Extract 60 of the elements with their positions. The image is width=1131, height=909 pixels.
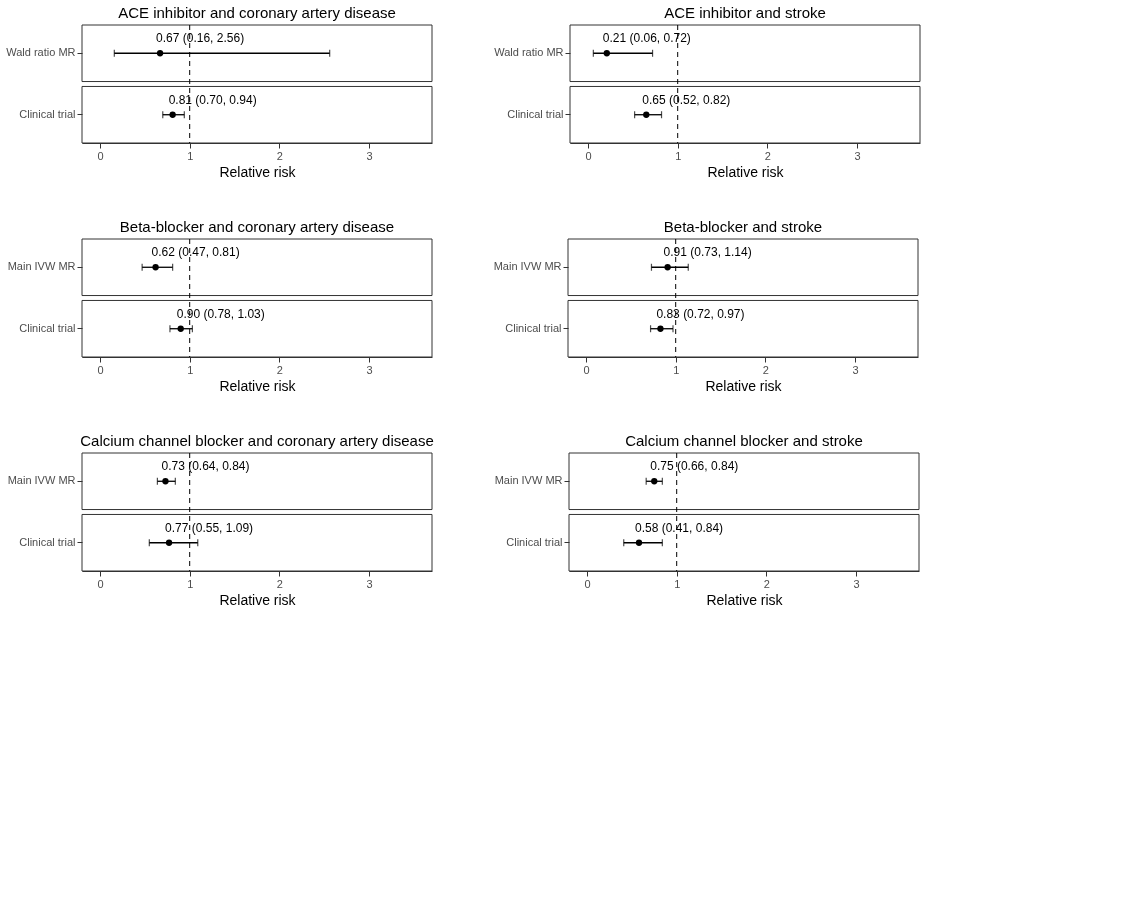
y-tick-label: Clinical trial	[19, 107, 76, 120]
y-tick-label: Wald ratio MR	[6, 46, 76, 59]
data-label: 0.67 (0.16, 2.56)	[156, 31, 245, 46]
data-label: 0.58 (0.41, 0.84)	[635, 520, 724, 535]
x-tick-label: 2	[276, 577, 283, 590]
x-tick-label: 0	[583, 363, 590, 376]
y-tick-label: Clinical trial	[19, 535, 76, 548]
x-tick-label: 0	[97, 577, 104, 590]
y-tick-label: Main IVW MR	[7, 474, 76, 487]
x-tick-label: 1	[675, 149, 682, 162]
x-tick-label: 1	[673, 363, 680, 376]
x-tick-label: 2	[762, 363, 769, 376]
data-label: 0.77 (0.55, 1.09)	[165, 520, 254, 535]
x-axis-title: Relative risk	[707, 163, 785, 180]
x-tick-label: 0	[97, 363, 104, 376]
data-label: 0.91 (0.73, 1.14)	[663, 245, 752, 260]
y-tick-label: Clinical trial	[505, 321, 562, 334]
x-tick-label: 1	[187, 577, 194, 590]
x-tick-label: 2	[764, 149, 771, 162]
chart-title: Beta-blocker and coronary artery disease	[119, 217, 395, 235]
x-tick-label: 0	[97, 149, 104, 162]
y-tick-label: Clinical trial	[507, 107, 564, 120]
x-tick-label: 1	[187, 149, 194, 162]
y-tick-label: Clinical trial	[506, 535, 563, 548]
x-tick-label: 3	[853, 577, 860, 590]
x-tick-label: 3	[852, 363, 859, 376]
chart-title: Calcium channel blocker and coronary artery disease	[80, 431, 434, 449]
chart-title: ACE inhibitor and stroke	[664, 3, 826, 21]
x-tick-label: 1	[187, 363, 194, 376]
y-tick-label: Main IVW MR	[493, 260, 562, 273]
data-label: 0.73 (0.64, 0.84)	[161, 459, 250, 474]
x-axis-title: Relative risk	[219, 591, 297, 608]
data-label: 0.65 (0.52, 0.82)	[642, 92, 731, 107]
x-axis-title: Relative risk	[219, 163, 297, 180]
data-label: 0.90 (0.78, 1.03)	[176, 306, 265, 321]
data-label: 0.75 (0.66, 0.84)	[650, 459, 739, 474]
x-tick-label: 0	[584, 577, 591, 590]
x-tick-label: 2	[276, 363, 283, 376]
chart-title: ACE inhibitor and coronary artery disease	[118, 3, 396, 21]
x-tick-label: 1	[674, 577, 681, 590]
x-tick-label: 0	[585, 149, 592, 162]
data-label: 0.21 (0.06, 0.72)	[602, 31, 691, 46]
y-tick-label: Wald ratio MR	[494, 46, 564, 59]
chart-title: Calcium channel blocker and stroke	[625, 431, 863, 449]
chart-title: Beta-blocker and stroke	[663, 217, 823, 235]
x-tick-label: 3	[854, 149, 861, 162]
x-axis-title: Relative risk	[219, 377, 297, 394]
data-label: 0.62 (0.47, 0.81)	[151, 245, 240, 260]
x-axis-title: Relative risk	[706, 591, 784, 608]
data-label: 0.83 (0.72, 0.97)	[656, 306, 745, 321]
x-tick-label: 3	[366, 363, 373, 376]
y-tick-label: Main IVW MR	[7, 260, 76, 273]
data-label: 0.81 (0.70, 0.94)	[168, 92, 257, 107]
x-tick-label: 2	[763, 577, 770, 590]
y-tick-label: Main IVW MR	[494, 474, 563, 487]
x-tick-label: 2	[276, 149, 283, 162]
x-tick-label: 3	[366, 149, 373, 162]
x-axis-title: Relative risk	[705, 377, 783, 394]
x-tick-label: 3	[366, 577, 373, 590]
y-tick-label: Clinical trial	[19, 321, 76, 334]
